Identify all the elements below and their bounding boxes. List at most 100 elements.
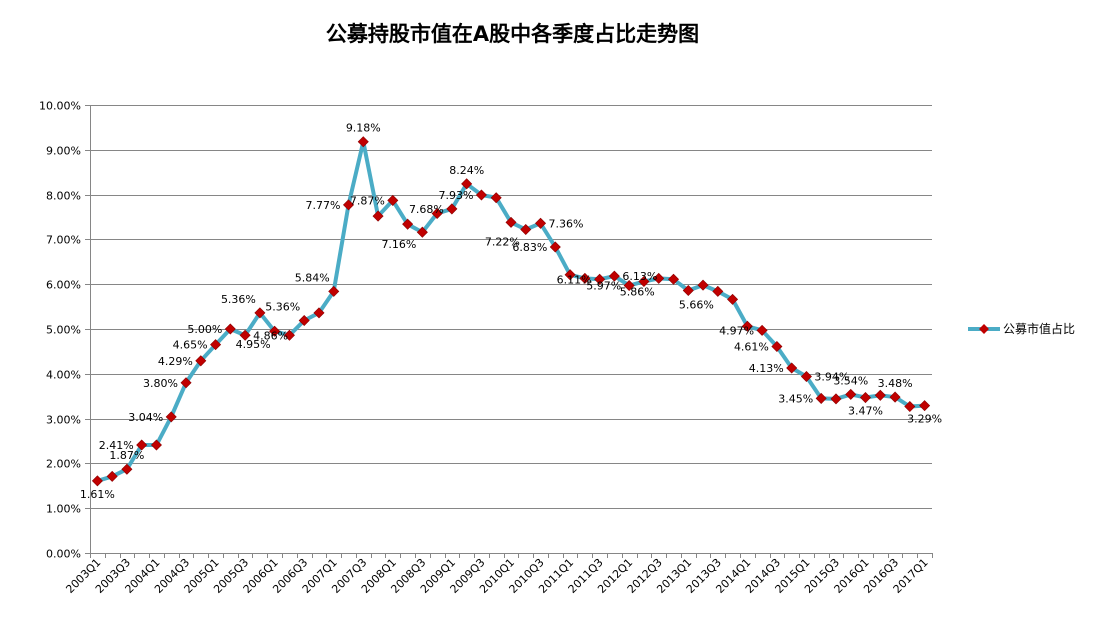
data-point — [431, 207, 443, 219]
data-point — [579, 272, 591, 284]
data-label: 9.18% — [346, 122, 381, 135]
data-label: 5.00% — [187, 323, 222, 336]
data-label: 3.80% — [143, 377, 178, 390]
data-point — [653, 272, 665, 284]
data-label: 4.65% — [173, 339, 208, 352]
data-label: 6.83% — [512, 241, 547, 254]
data-label: 3.45% — [778, 392, 813, 405]
data-point — [712, 285, 724, 297]
data-point — [771, 340, 783, 352]
data-point — [904, 401, 916, 413]
data-point — [490, 192, 502, 204]
data-point — [535, 217, 547, 229]
data-label: 3.94% — [814, 371, 849, 384]
data-label: 7.77% — [306, 199, 341, 212]
data-label: 5.97% — [586, 280, 621, 293]
data-point — [623, 279, 635, 292]
data-point — [564, 269, 576, 281]
data-point — [667, 273, 680, 285]
data-point — [800, 371, 812, 383]
y-tick-label: 6.00% — [46, 279, 81, 292]
data-label: 4.29% — [158, 355, 193, 368]
data-label: 4.61% — [734, 341, 769, 354]
data-label: 7.68% — [409, 203, 444, 216]
data-markers — [91, 136, 931, 487]
y-tick-label: 4.00% — [46, 369, 81, 382]
data-point — [859, 392, 872, 404]
data-point — [461, 178, 473, 190]
axes — [85, 105, 933, 558]
data-point — [475, 189, 487, 201]
data-point — [165, 411, 177, 423]
data-label: 7.36% — [549, 217, 584, 230]
data-point — [638, 276, 650, 288]
y-tick-label: 7.00% — [46, 234, 81, 247]
data-label: 3.04% — [128, 411, 163, 424]
legend: 公募市值占比 — [968, 321, 1075, 336]
data-point — [608, 270, 620, 282]
chart-title: 公募持股市值在A股中各季度占比走势图 — [325, 22, 700, 46]
y-tick-label: 2.00% — [46, 458, 81, 471]
data-label: 8.24% — [449, 164, 484, 177]
y-tick-label: 8.00% — [46, 190, 81, 203]
data-point — [269, 325, 281, 337]
data-label: 5.36% — [221, 293, 256, 306]
data-point — [150, 439, 162, 451]
data-point — [727, 293, 739, 305]
series-line-path — [95, 139, 927, 483]
legend-marker-swatch — [979, 324, 989, 334]
data-point — [697, 279, 709, 291]
data-point — [357, 136, 369, 148]
data-point — [446, 203, 458, 215]
data-label: 5.66% — [679, 298, 714, 311]
y-tick-label: 3.00% — [46, 414, 81, 427]
y-tick-label: 10.00% — [39, 100, 81, 113]
data-label: 3.29% — [907, 413, 942, 426]
data-point — [786, 362, 798, 374]
y-tick-label: 1.00% — [46, 503, 81, 516]
data-label: 4.86% — [253, 329, 288, 342]
data-point — [342, 199, 355, 211]
data-label: 1.87% — [109, 449, 144, 462]
data-label: 3.47% — [848, 405, 883, 418]
data-point — [210, 339, 222, 351]
data-point — [416, 226, 428, 238]
data-label: 4.13% — [749, 362, 784, 375]
data-point — [313, 307, 325, 319]
data-point — [298, 314, 310, 327]
y-tick-label: 5.00% — [46, 324, 81, 337]
grid-lines — [90, 105, 932, 509]
data-label: 1.61% — [80, 488, 115, 501]
data-point — [195, 355, 207, 367]
x-tick-labels: 2003Q12003Q32004Q12004Q32005Q12005Q32006… — [63, 556, 930, 596]
data-point — [121, 463, 133, 475]
data-point — [919, 400, 931, 412]
data-point — [328, 285, 340, 297]
y-tick-label: 9.00% — [46, 145, 81, 158]
data-point — [845, 388, 857, 400]
data-point — [387, 194, 399, 206]
data-point — [830, 393, 842, 405]
data-label: 2.41% — [99, 439, 134, 452]
data-point — [283, 329, 295, 341]
data-point — [136, 439, 148, 451]
data-point — [239, 329, 251, 341]
data-point — [756, 324, 768, 336]
series-line — [95, 139, 927, 483]
data-label: 5.36% — [265, 301, 300, 314]
data-label: 3.54% — [833, 374, 868, 387]
legend-label: 公募市值占比 — [1003, 321, 1075, 336]
data-label: 7.87% — [350, 194, 385, 207]
data-point — [682, 284, 694, 296]
data-label: 5.84% — [295, 271, 330, 284]
y-tick-labels: 0.00% 1.00% 2.00% 3.00% 4.00% 5.00% 6.00% 7.00%… — [39, 100, 81, 561]
data-label: 4.97% — [719, 324, 754, 337]
data-labels: 1.61% 1.87%2.41% 3.04% 3.80% 4.29% 4.65% 5.00%… — [80, 122, 942, 501]
data-point — [741, 320, 753, 332]
data-label: 6.13% — [622, 270, 657, 283]
data-label: 3.48% — [878, 377, 913, 390]
data-point — [372, 210, 384, 222]
data-point — [505, 216, 517, 228]
data-label: 5.86% — [620, 285, 655, 298]
